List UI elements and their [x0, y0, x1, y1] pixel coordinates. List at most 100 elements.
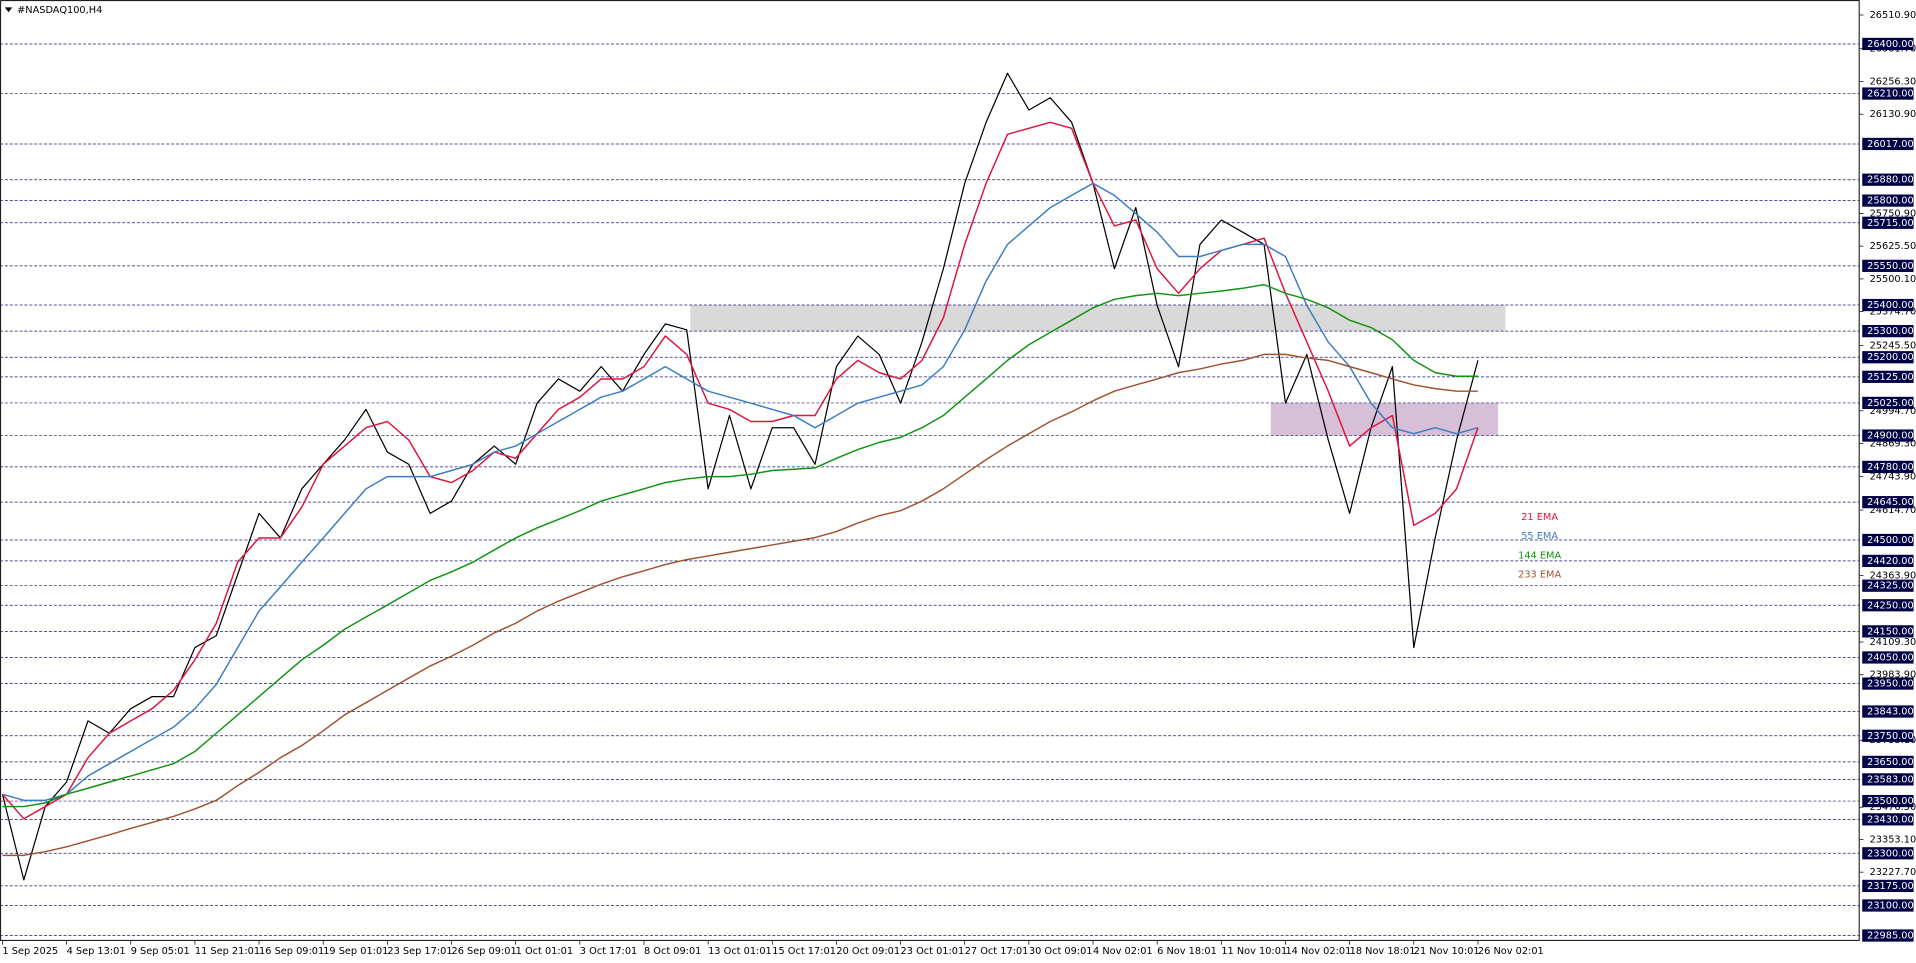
level-label-box — [1862, 370, 1914, 383]
plot-frame — [0, 0, 1860, 941]
x-tick-label: 4 Sep 13:01 — [67, 946, 126, 957]
level-label-box — [1862, 651, 1914, 664]
y-tick-label: 24614.70 — [1870, 505, 1916, 516]
level-label-box — [1862, 460, 1914, 474]
level-label: 23583.00 — [1867, 774, 1914, 785]
price-line — [1, 72, 1479, 881]
x-tick-label: 4 Nov 02:01 — [1093, 946, 1153, 957]
level-label: 23100.00 — [1867, 900, 1914, 911]
level-label-box — [1862, 259, 1914, 272]
level-label-box — [1862, 625, 1914, 638]
y-tick-label: 25625.50 — [1870, 241, 1916, 252]
legend-entry: 144 EMA — [1518, 550, 1561, 561]
level-label: 25800.00 — [1867, 196, 1914, 207]
level-label: 23430.00 — [1867, 814, 1914, 825]
zone — [690, 305, 1506, 332]
level-label: 24900.00 — [1867, 431, 1914, 442]
x-tick-label: 9 Sep 05:01 — [131, 946, 190, 957]
y-tick-label: 24109.30 — [1870, 637, 1916, 648]
level-label-box — [1862, 216, 1914, 229]
y-tick-label: 24743.90 — [1870, 471, 1916, 482]
level-label-box — [1862, 173, 1914, 186]
y-tick-label: 26510.90 — [1870, 10, 1916, 21]
legend-entry: 233 EMA — [1518, 570, 1561, 581]
x-tick-label: 3 Oct 17:01 — [580, 946, 637, 957]
y-tick-label: 25750.90 — [1870, 208, 1916, 219]
x-tick-label: 13 Oct 01:01 — [708, 946, 772, 957]
x-tick-label: 11 Nov 10:01 — [1221, 946, 1287, 957]
level-label-box — [1862, 533, 1914, 547]
x-tick-label: 23 Sep 17:01 — [387, 946, 452, 957]
level-label: 23750.00 — [1867, 731, 1914, 742]
level-label-box — [1862, 554, 1914, 567]
level-label: 24420.00 — [1867, 556, 1914, 567]
y-tick-label: 25245.50 — [1870, 340, 1916, 351]
y-tick-label: 24869.30 — [1870, 439, 1916, 450]
level-label: 24250.00 — [1867, 600, 1914, 611]
level-label: 25300.00 — [1867, 326, 1914, 337]
level-label-box — [1862, 325, 1914, 338]
x-tick-label: 30 Oct 09:01 — [1029, 946, 1093, 957]
y-tick-label: 23227.70 — [1870, 867, 1916, 878]
level-label: 24780.00 — [1867, 462, 1914, 473]
x-tick-label: 26 Sep 09:01 — [452, 946, 517, 957]
y-tick-label: 23476.50 — [1870, 802, 1916, 813]
level-label: 24325.00 — [1867, 581, 1914, 592]
x-tick-label: 1 Sep 2025 — [2, 946, 58, 957]
x-tick-label: 23 Oct 01:01 — [901, 946, 965, 957]
level-label-box — [1862, 773, 1914, 786]
level-label-box — [1862, 929, 1914, 942]
level-label: 23843.00 — [1867, 707, 1914, 718]
level-label-box — [1862, 137, 1914, 151]
level-label-box — [1862, 351, 1914, 364]
x-tick-label: 11 Sep 21:01 — [195, 946, 260, 957]
x-tick-label: 1 Oct 01:01 — [516, 946, 573, 957]
level-label: 23650.00 — [1867, 757, 1914, 768]
x-tick-label: 14 Nov 02:01 — [1285, 946, 1351, 957]
level-label: 24050.00 — [1867, 652, 1914, 663]
chart-title: #NASDAQ100,H4 — [17, 5, 102, 16]
y-tick-label: 24994.70 — [1870, 406, 1916, 417]
level-label: 24500.00 — [1867, 535, 1914, 546]
level-label-box — [1862, 579, 1914, 592]
level-label: 25880.00 — [1867, 175, 1914, 186]
level-label-box — [1862, 755, 1914, 769]
level-label: 23950.00 — [1867, 679, 1914, 690]
legend-entry: 21 EMA — [1521, 512, 1558, 523]
ema-line — [2, 353, 1478, 857]
ema-line — [2, 182, 1479, 802]
level-label: 26017.00 — [1867, 139, 1914, 150]
level-label-box — [1862, 677, 1914, 690]
level-label-box — [1862, 847, 1914, 860]
x-tick-label: 26 Nov 02:01 — [1478, 946, 1544, 957]
level-label: 25550.00 — [1867, 261, 1914, 272]
level-label: 23300.00 — [1867, 848, 1914, 859]
level-label-box — [1862, 794, 1914, 808]
level-label: 25400.00 — [1867, 300, 1914, 311]
x-tick-label: 21 Nov 10:01 — [1414, 946, 1480, 957]
y-tick-label: 23983.90 — [1870, 670, 1916, 681]
level-label-box — [1862, 429, 1914, 442]
level-label: 24645.00 — [1867, 497, 1914, 508]
level-label-box — [1862, 87, 1914, 100]
level-label: 26400.00 — [1867, 39, 1914, 50]
y-tick-label: 26130.90 — [1870, 109, 1916, 120]
level-label: 23175.00 — [1867, 881, 1914, 892]
x-tick-label: 16 Sep 09:01 — [259, 946, 324, 957]
x-tick-label: 19 Sep 01:01 — [323, 946, 388, 957]
x-tick-label: 27 Oct 17:01 — [965, 946, 1029, 957]
x-tick-label: 20 Oct 09:01 — [836, 946, 900, 957]
level-label: 25715.00 — [1867, 218, 1914, 229]
level-label: 22985.00 — [1867, 931, 1914, 942]
x-tick-label: 8 Oct 09:01 — [644, 946, 701, 957]
level-label-box — [1862, 194, 1914, 207]
level-label: 23500.00 — [1867, 796, 1914, 807]
level-label-box — [1862, 705, 1914, 718]
x-tick-label: 6 Nov 18:01 — [1157, 946, 1217, 957]
level-label-box — [1862, 496, 1914, 509]
level-label-box — [1862, 729, 1914, 742]
level-label: 26210.00 — [1867, 89, 1914, 100]
level-label: 25200.00 — [1867, 352, 1914, 363]
